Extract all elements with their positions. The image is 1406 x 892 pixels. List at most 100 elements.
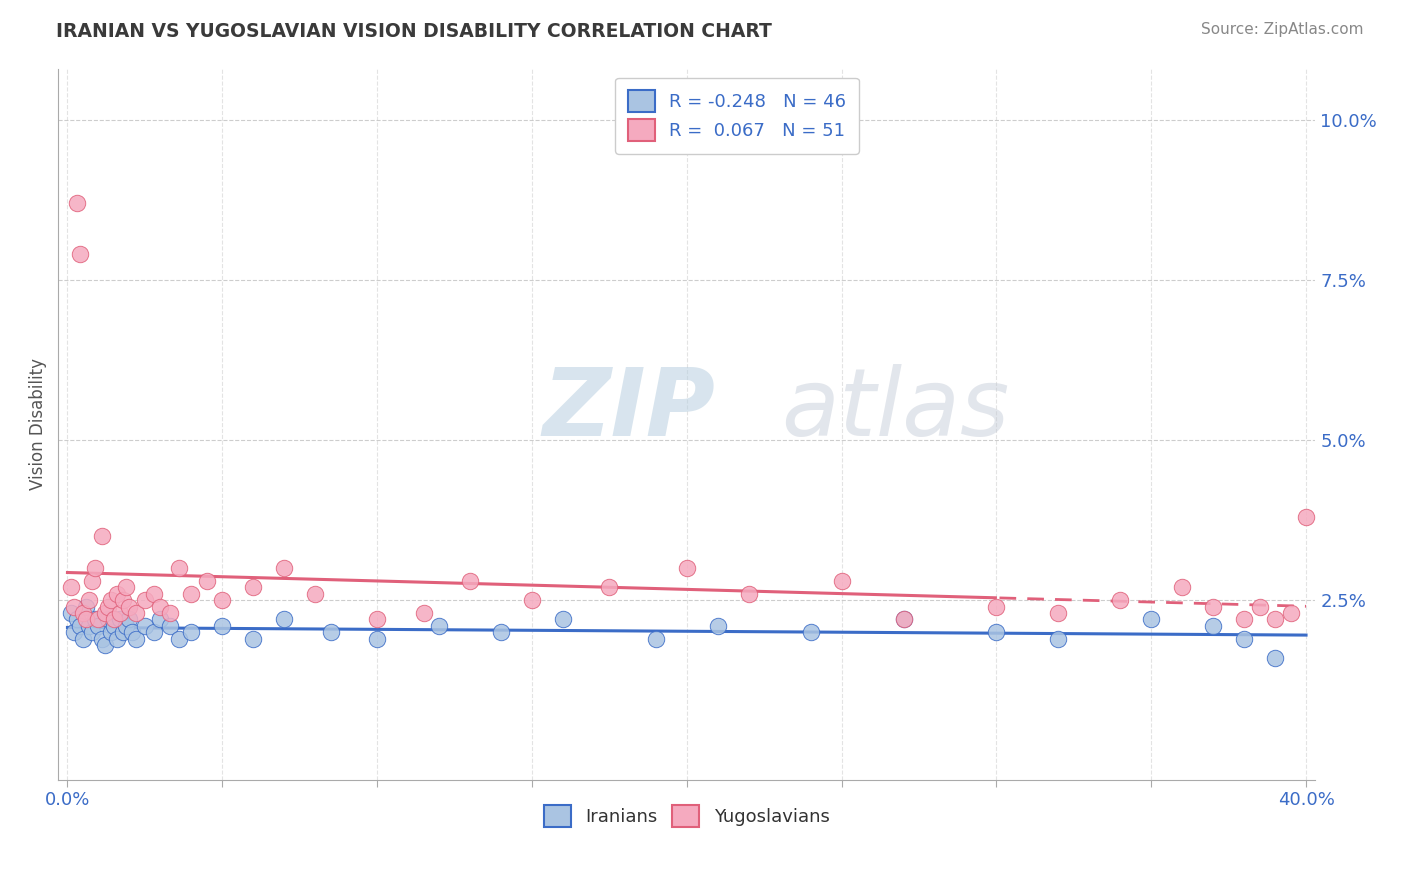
Point — [118, 612, 141, 626]
Point — [75, 612, 97, 626]
Point — [62, 625, 84, 640]
Point — [115, 619, 138, 633]
Point — [72, 606, 94, 620]
Point — [108, 612, 131, 626]
Point — [143, 625, 166, 640]
Point — [159, 606, 181, 620]
Point — [211, 593, 233, 607]
Point — [90, 529, 112, 543]
Point — [124, 606, 146, 620]
Point — [77, 619, 100, 633]
Point — [1264, 651, 1286, 665]
Point — [77, 593, 100, 607]
Point — [1295, 510, 1317, 524]
Point — [134, 593, 156, 607]
Point — [1249, 599, 1271, 614]
Point — [180, 625, 202, 640]
Point — [1233, 612, 1256, 626]
Point — [93, 638, 115, 652]
Text: atlas: atlas — [782, 364, 1010, 455]
Point — [112, 625, 135, 640]
Point — [167, 632, 190, 646]
Point — [115, 581, 138, 595]
Point — [706, 619, 728, 633]
Legend: Iranians, Yugoslavians: Iranians, Yugoslavians — [537, 798, 837, 835]
Point — [1202, 619, 1225, 633]
Point — [1171, 581, 1194, 595]
Point — [458, 574, 481, 588]
Point — [195, 574, 218, 588]
Point — [644, 632, 666, 646]
Point — [1202, 599, 1225, 614]
Text: ZIP: ZIP — [543, 364, 716, 456]
Point — [366, 632, 388, 646]
Point — [112, 593, 135, 607]
Point — [986, 599, 1008, 614]
Point — [831, 574, 853, 588]
Point — [427, 619, 450, 633]
Point — [149, 612, 172, 626]
Point — [242, 581, 264, 595]
Point — [103, 612, 125, 626]
Point — [97, 599, 120, 614]
Point — [59, 581, 82, 595]
Point — [105, 587, 128, 601]
Point — [108, 606, 131, 620]
Point — [159, 619, 181, 633]
Point — [105, 632, 128, 646]
Text: Source: ZipAtlas.com: Source: ZipAtlas.com — [1201, 22, 1364, 37]
Point — [520, 593, 543, 607]
Point — [62, 599, 84, 614]
Point — [1047, 606, 1070, 620]
Point — [103, 619, 125, 633]
Point — [97, 612, 120, 626]
Point — [100, 593, 122, 607]
Point — [100, 625, 122, 640]
Point — [893, 612, 915, 626]
Point — [82, 625, 104, 640]
Point — [72, 632, 94, 646]
Point — [69, 619, 91, 633]
Point — [412, 606, 434, 620]
Point — [82, 574, 104, 588]
Point — [59, 606, 82, 620]
Point — [149, 599, 172, 614]
Point — [87, 619, 110, 633]
Point — [1279, 606, 1302, 620]
Point — [551, 612, 574, 626]
Point — [366, 612, 388, 626]
Point — [90, 632, 112, 646]
Point — [1264, 612, 1286, 626]
Point — [1047, 632, 1070, 646]
Y-axis label: Vision Disability: Vision Disability — [30, 358, 46, 490]
Point — [1109, 593, 1132, 607]
Point — [84, 561, 107, 575]
Point — [121, 625, 143, 640]
Point — [75, 599, 97, 614]
Point — [66, 196, 89, 211]
Point — [489, 625, 512, 640]
Point — [118, 599, 141, 614]
Point — [211, 619, 233, 633]
Point — [986, 625, 1008, 640]
Text: IRANIAN VS YUGOSLAVIAN VISION DISABILITY CORRELATION CHART: IRANIAN VS YUGOSLAVIAN VISION DISABILITY… — [56, 22, 772, 41]
Point — [84, 612, 107, 626]
Point — [273, 561, 295, 575]
Point — [1233, 632, 1256, 646]
Point — [124, 632, 146, 646]
Point — [319, 625, 342, 640]
Point — [304, 587, 326, 601]
Point — [143, 587, 166, 601]
Point — [1140, 612, 1163, 626]
Point — [675, 561, 697, 575]
Point — [134, 619, 156, 633]
Point — [242, 632, 264, 646]
Point — [93, 606, 115, 620]
Point — [800, 625, 823, 640]
Point — [273, 612, 295, 626]
Point — [893, 612, 915, 626]
Point — [69, 247, 91, 261]
Point — [87, 612, 110, 626]
Point — [598, 581, 620, 595]
Point — [737, 587, 759, 601]
